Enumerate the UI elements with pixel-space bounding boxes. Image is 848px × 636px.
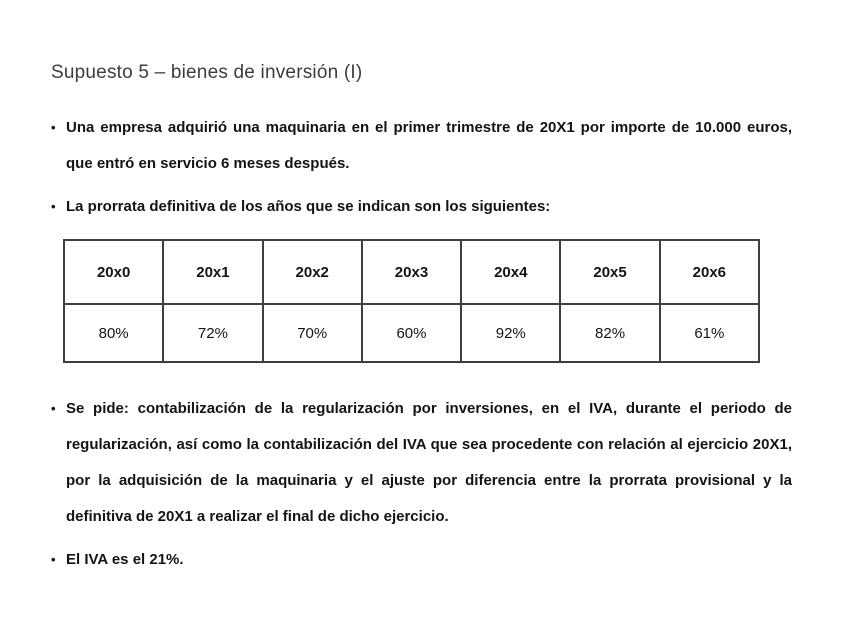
bullet-item: • Se pide: contabilización de la regular… — [51, 391, 792, 535]
bullet-text-se-pide: Se pide: contabilización de la regulariz… — [66, 400, 792, 525]
table-cell: 72% — [162, 303, 264, 363]
table-cell: 70% — [261, 303, 363, 363]
table-header-row: 20x0 20x1 20x2 20x3 20x4 20x5 20x6 — [62, 239, 761, 305]
bullet-text-iva: El IVA es el 21%. — [66, 551, 184, 568]
bullet-text-prorrata-intro: La prorrata definitiva de los años que s… — [66, 198, 551, 215]
bullet-icon: • — [51, 120, 56, 135]
table-header-cell: 20x2 — [261, 239, 363, 305]
table-cell: 80% — [62, 303, 165, 363]
bullet-item: • La prorrata definitiva de los años que… — [51, 189, 792, 225]
bullet-icon: • — [51, 401, 56, 416]
table-cell: 82% — [559, 303, 661, 363]
table-header-cell: 20x4 — [460, 239, 562, 305]
bullet-icon: • — [51, 552, 56, 567]
table-cell: 60% — [360, 303, 463, 363]
table-header-cell: 20x1 — [162, 239, 264, 305]
table-row: 80% 72% 70% 60% 92% 82% 61% — [62, 303, 761, 363]
table-header-cell: 20x0 — [62, 239, 165, 305]
prorrata-table: 20x0 20x1 20x2 20x3 20x4 20x5 20x6 80% 7… — [62, 239, 761, 363]
table-cell: 92% — [460, 303, 562, 363]
table-cell: 61% — [658, 303, 761, 363]
table-header-cell: 20x3 — [360, 239, 463, 305]
table-header-cell: 20x6 — [658, 239, 761, 305]
table-header-cell: 20x5 — [559, 239, 661, 305]
page-title: Supuesto 5 – bienes de inversión (I) — [51, 62, 363, 83]
bullet-text-empresa: Una empresa adquirió una maquinaria en e… — [66, 119, 792, 172]
bullet-icon: • — [51, 199, 56, 214]
bullet-item: • Una empresa adquirió una maquinaria en… — [51, 110, 792, 182]
bullet-item: • El IVA es el 21%. — [51, 542, 792, 578]
